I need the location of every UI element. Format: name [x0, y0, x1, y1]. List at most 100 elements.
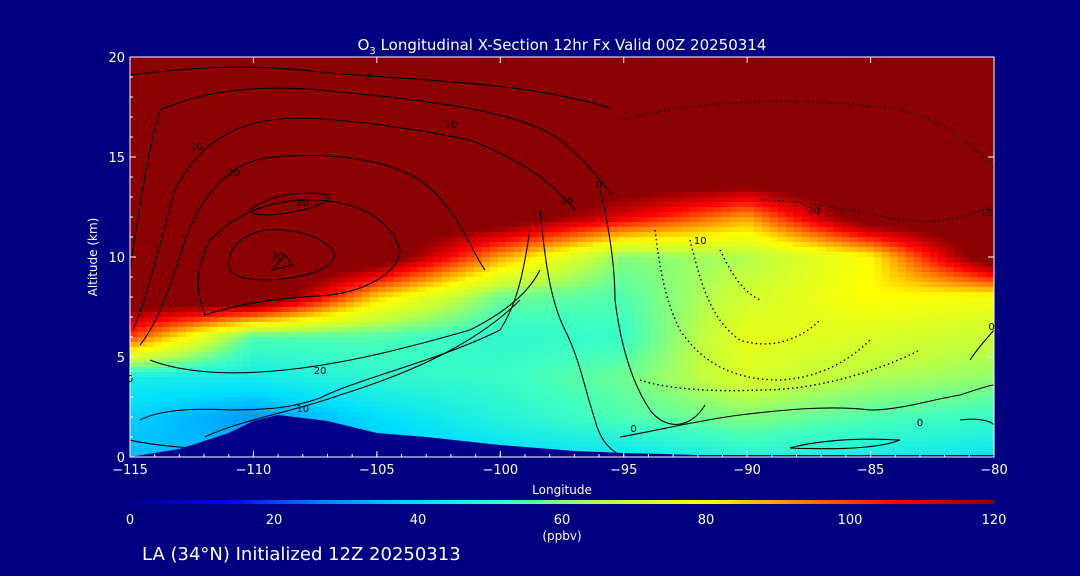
field-cell	[138, 262, 147, 268]
field-cell	[210, 257, 219, 263]
field-cell	[258, 142, 267, 148]
field-cell	[338, 262, 347, 268]
field-cell	[266, 122, 275, 128]
field-cell	[890, 57, 899, 63]
field-cell	[794, 157, 803, 163]
field-cell	[906, 202, 915, 208]
field-cell	[778, 182, 787, 188]
field-cell	[346, 112, 355, 118]
field-cell	[898, 262, 907, 268]
field-cell	[930, 187, 939, 193]
field-cell	[650, 177, 659, 183]
field-cell	[754, 197, 763, 203]
field-cell	[930, 157, 939, 163]
field-cell	[258, 282, 267, 288]
field-cell	[450, 177, 459, 183]
field-cell	[418, 87, 427, 93]
field-cell	[610, 147, 619, 153]
field-cell	[354, 232, 363, 238]
field-cell	[954, 282, 963, 288]
field-cell	[882, 277, 891, 283]
field-cell	[250, 182, 259, 188]
field-cell	[426, 257, 435, 263]
field-cell	[794, 252, 803, 258]
field-cell	[218, 267, 227, 273]
field-cell	[242, 172, 251, 178]
field-cell	[714, 107, 723, 113]
field-cell	[218, 192, 227, 198]
field-cell	[546, 162, 555, 168]
field-cell	[410, 202, 419, 208]
field-cell	[434, 177, 443, 183]
field-cell	[618, 107, 627, 113]
field-cell	[586, 237, 595, 243]
field-cell	[818, 147, 827, 153]
field-cell	[234, 97, 243, 103]
field-cell	[978, 112, 987, 118]
field-cell	[186, 202, 195, 208]
field-cell	[570, 142, 579, 148]
field-cell	[962, 227, 971, 233]
field-cell	[754, 167, 763, 173]
field-cell	[690, 147, 699, 153]
field-cell	[226, 97, 235, 103]
field-cell	[306, 82, 315, 88]
field-cell	[914, 207, 923, 213]
field-cell	[874, 137, 883, 143]
field-cell	[538, 207, 547, 213]
field-cell	[410, 87, 419, 93]
field-cell	[506, 257, 515, 263]
field-cell	[802, 227, 811, 233]
field-cell	[162, 257, 171, 263]
field-cell	[178, 112, 187, 118]
field-cell	[762, 137, 771, 143]
field-cell	[770, 252, 779, 258]
field-cell	[914, 197, 923, 203]
field-cell	[954, 277, 963, 283]
field-cell	[618, 157, 627, 163]
field-cell	[562, 122, 571, 128]
field-cell	[730, 137, 739, 143]
field-cell	[474, 147, 483, 153]
field-cell	[962, 177, 971, 183]
field-cell	[378, 137, 387, 143]
field-cell	[458, 192, 467, 198]
field-cell	[738, 262, 747, 268]
field-cell	[458, 157, 467, 163]
field-cell	[370, 157, 379, 163]
field-cell	[282, 57, 291, 63]
field-cell	[426, 137, 435, 143]
field-cell	[922, 62, 931, 68]
field-cell	[578, 267, 587, 273]
field-cell	[394, 157, 403, 163]
field-cell	[674, 132, 683, 138]
field-cell	[850, 57, 859, 63]
field-cell	[506, 177, 515, 183]
field-cell	[186, 132, 195, 138]
field-cell	[474, 102, 483, 108]
field-cell	[706, 172, 715, 178]
field-cell	[362, 152, 371, 158]
field-cell	[682, 277, 691, 283]
field-cell	[986, 187, 994, 193]
field-cell	[954, 112, 963, 118]
field-cell	[786, 172, 795, 178]
field-cell	[138, 82, 147, 88]
field-cell	[146, 252, 155, 258]
field-cell	[938, 237, 947, 243]
field-cell	[362, 272, 371, 278]
field-cell	[930, 172, 939, 178]
field-cell	[714, 262, 723, 268]
field-cell	[386, 142, 395, 148]
field-cell	[914, 167, 923, 173]
field-cell	[354, 142, 363, 148]
field-cell	[810, 112, 819, 118]
field-cell	[338, 77, 347, 83]
field-cell	[930, 57, 939, 63]
field-cell	[362, 57, 371, 63]
field-cell	[194, 262, 203, 268]
field-cell	[498, 262, 507, 268]
field-cell	[242, 122, 251, 128]
field-cell	[690, 102, 699, 108]
field-cell	[666, 92, 675, 98]
